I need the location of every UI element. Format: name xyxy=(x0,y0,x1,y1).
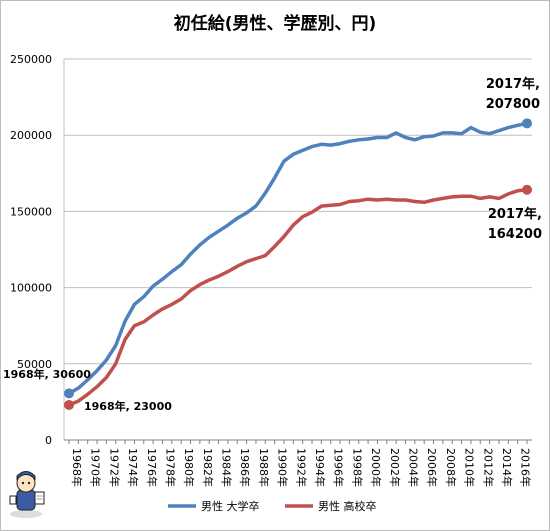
gridlines xyxy=(64,58,532,441)
series-endpoints xyxy=(64,118,532,410)
x-tick-label: 1984年 xyxy=(220,448,234,487)
series-1-endpoint-marker xyxy=(522,184,532,195)
x-tick-label: 2012年 xyxy=(481,448,495,487)
x-tick-label: 1978年 xyxy=(163,448,177,487)
series-0-endpoint-marker xyxy=(522,118,532,129)
x-tick-label: 1970年 xyxy=(89,448,103,487)
y-tick-label: 100000 xyxy=(10,282,52,295)
annotation-high-last-value: 164200 xyxy=(488,227,542,242)
x-tick-label: 2000年 xyxy=(369,448,383,487)
y-tick-label: 50000 xyxy=(17,358,52,371)
x-tick-label: 1986年 xyxy=(238,448,252,487)
x-tick-label: 2006年 xyxy=(425,448,439,487)
y-tick-label: 150000 xyxy=(10,205,52,218)
x-tick-label: 1994年 xyxy=(313,448,327,487)
x-tick-label: 1980年 xyxy=(182,448,196,487)
x-tick-label: 1976年 xyxy=(145,448,159,487)
x-tick-label: 2002年 xyxy=(388,448,402,487)
x-tick-label: 1982年 xyxy=(201,448,215,487)
x-tick-label: 1974年 xyxy=(126,448,140,487)
x-tick-label: 2016年 xyxy=(519,448,533,487)
annotation-high-first: 1968年, 23000 xyxy=(84,399,172,413)
x-tick-label: 1998年 xyxy=(350,448,364,487)
legend-label-univ: 男性 大学卒 xyxy=(201,499,260,513)
x-tick-label: 1992年 xyxy=(294,448,308,487)
x-tick-label: 2004年 xyxy=(406,448,420,487)
series-line-0 xyxy=(67,121,529,396)
x-tick-label: 1990年 xyxy=(276,448,290,487)
x-tick-label: 1988年 xyxy=(257,448,271,487)
legend-label-high: 男性 高校卒 xyxy=(318,499,377,513)
y-tick-label: 250000 xyxy=(10,53,52,66)
x-axis: 1968年 1970年 1972年 1974年 1976年 1978年 1980年 1982年… xyxy=(64,439,533,487)
x-tick-label: 2008年 xyxy=(444,448,458,487)
series-0-endpoint-marker xyxy=(64,388,74,399)
x-tick-label: 1996年 xyxy=(332,448,346,487)
annotation-univ-last-year: 2017年, xyxy=(486,76,540,92)
annotation-univ-last-value: 207800 xyxy=(486,97,540,112)
annotation-high-last-year: 2017年, xyxy=(488,206,542,222)
chart-title: 初任給(男性、学歴別、円) xyxy=(174,13,377,34)
y-tick-label: 200000 xyxy=(10,129,52,142)
x-tick-label: 1968年 xyxy=(70,448,84,487)
y-tick-label: 0 xyxy=(45,434,52,447)
y-axis: 0 50000 100000 150000 200000 250000 xyxy=(10,53,65,447)
annotation-univ-first: 1968年, 30600 xyxy=(3,367,91,381)
series-line-1 xyxy=(67,188,529,407)
legend: 男性 大学卒 男性 高校卒 xyxy=(168,499,377,513)
series-lines xyxy=(67,121,529,407)
x-tick-label: 2010年 xyxy=(463,448,477,487)
x-tick-label: 2014年 xyxy=(500,448,514,487)
mascot-icon xyxy=(9,471,45,518)
series-1-endpoint-marker xyxy=(64,399,74,410)
x-tick-label: 1972年 xyxy=(107,448,121,487)
